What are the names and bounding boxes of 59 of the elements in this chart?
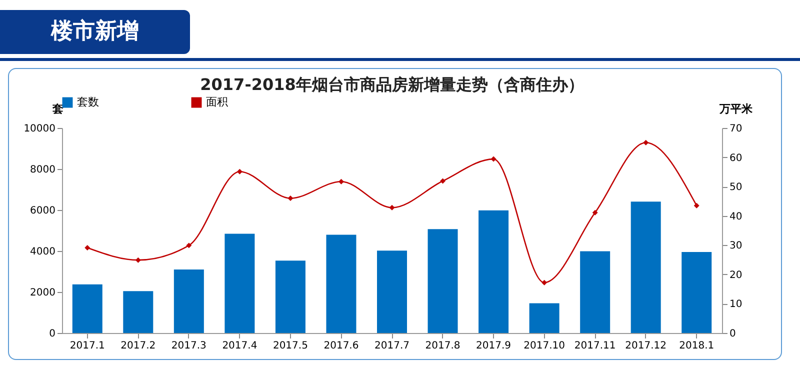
bar — [123, 291, 154, 333]
point — [440, 178, 446, 184]
point — [186, 242, 192, 248]
bar — [174, 269, 204, 333]
x-tick-label: 2017.5 — [272, 340, 308, 352]
y-tick-label: 0 — [49, 328, 56, 340]
bar — [72, 284, 102, 333]
legend-label: 面积 — [206, 96, 228, 109]
bar — [682, 252, 712, 333]
y2-tick-label: 30 — [730, 240, 742, 252]
y2-axis-title: 万平米 — [718, 102, 754, 116]
point — [236, 168, 242, 174]
y-tick-label: 4000 — [30, 246, 56, 258]
point — [490, 156, 496, 162]
x-tick-label: 2017.8 — [425, 340, 460, 352]
y-tick-label: 6000 — [30, 206, 56, 216]
x-tick-label: 2017.7 — [374, 340, 410, 352]
x-tick-label: 2017.1 — [70, 340, 105, 352]
point — [84, 245, 90, 251]
y2-tick-label: 70 — [730, 124, 742, 134]
bar — [630, 202, 661, 333]
y-tick-label: 10000 — [24, 124, 56, 134]
x-tick-label: 2017.3 — [171, 340, 206, 352]
y2-tick-label: 0 — [730, 328, 736, 340]
text: 楼市新增 — [0, 10, 190, 54]
y2-tick-label: 10 — [730, 299, 742, 310]
x-tick-label: 2017.4 — [222, 340, 258, 352]
point — [389, 204, 395, 210]
chart-title: 2017-2018年烟台市商品房新增量走势（含商住办） — [200, 75, 584, 94]
x-tick-label: 2018.1 — [679, 340, 714, 352]
point — [338, 178, 344, 184]
bar — [377, 250, 407, 333]
bar — [580, 251, 610, 333]
bar — [428, 229, 458, 333]
bar — [529, 303, 560, 333]
point — [542, 280, 548, 286]
y2-tick-label: 50 — [730, 182, 742, 194]
y2-tick-label: 20 — [730, 270, 742, 281]
bar — [478, 210, 509, 333]
bar — [224, 234, 255, 333]
x-tick-label: 2017.9 — [476, 340, 512, 352]
y-tick-label: 2000 — [30, 288, 56, 298]
point — [135, 257, 141, 263]
point — [694, 202, 700, 208]
x-tick-label: 2017.10 — [524, 340, 565, 352]
y2-tick-label: 60 — [730, 152, 742, 164]
x-tick-label: 2017.11 — [574, 340, 616, 352]
bar — [275, 260, 306, 333]
x-tick-label: 2017.2 — [120, 340, 156, 352]
point — [288, 196, 294, 202]
bar — [326, 234, 356, 333]
y2-tick-label: 40 — [730, 211, 742, 222]
legend-label: 套数 — [77, 96, 99, 109]
point — [592, 210, 598, 216]
x-tick-label: 2017.12 — [625, 340, 667, 352]
point — [643, 140, 649, 146]
y-axis-title: 套 — [52, 102, 64, 116]
y-tick-label: 8000 — [30, 164, 56, 176]
x-tick-label: 2017.6 — [324, 340, 359, 352]
